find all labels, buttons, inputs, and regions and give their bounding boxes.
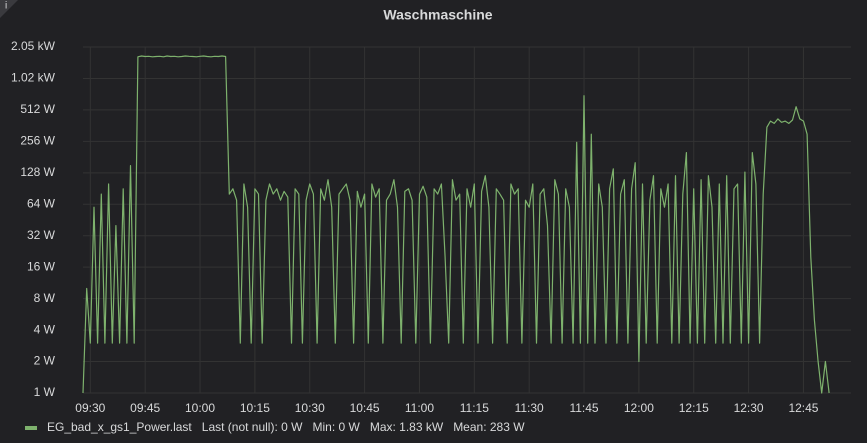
- y-tick-label: 2.05 kW: [11, 39, 56, 53]
- legend-stat: Min: 0 W: [312, 420, 360, 434]
- legend-stat: Max: 1.83 kW: [370, 420, 444, 434]
- y-tick-label: 1.02 kW: [11, 71, 56, 85]
- x-tick-label: 12:30: [734, 401, 764, 415]
- y-tick-label: 512 W: [20, 102, 55, 116]
- x-tick-label: 11:15: [460, 401, 489, 415]
- legend-label: EG_bad_x_gs1_Power.last: [47, 420, 192, 434]
- info-corner: [0, 0, 18, 18]
- info-icon[interactable]: i: [5, 1, 7, 12]
- x-tick-label: 10:15: [240, 401, 270, 415]
- legend-stat: Mean: 283 W: [453, 420, 525, 434]
- y-tick-label: 256 W: [20, 134, 55, 148]
- x-tick-label: 12:00: [624, 401, 654, 415]
- y-tick-label: 8 W: [34, 291, 56, 305]
- y-tick-label: 1 W: [34, 385, 56, 399]
- x-tick-label: 11:45: [569, 401, 598, 415]
- x-tick-label: 11:30: [515, 401, 544, 415]
- series-line: [82, 55, 830, 394]
- x-tick-label: 12:45: [788, 401, 818, 415]
- y-tick-label: 128 W: [20, 165, 55, 179]
- y-tick-label: 32 W: [27, 228, 56, 242]
- x-tick-label: 09:30: [75, 401, 105, 415]
- x-tick-label: 10:00: [185, 401, 215, 415]
- x-tick-label: 12:15: [679, 401, 709, 415]
- y-tick-label: 4 W: [34, 322, 56, 336]
- x-tick-label: 10:45: [350, 401, 380, 415]
- y-tick-label: 16 W: [27, 259, 56, 273]
- panel-title: Waschmaschine: [383, 7, 492, 23]
- legend-stat: Last (not null): 0 W: [202, 420, 303, 434]
- x-tick-label: 10:30: [295, 401, 325, 415]
- x-tick-label: 11:00: [405, 401, 434, 415]
- y-tick-label: 64 W: [27, 196, 56, 210]
- x-tick-label: 09:45: [130, 401, 160, 415]
- y-tick-label: 2 W: [34, 354, 56, 368]
